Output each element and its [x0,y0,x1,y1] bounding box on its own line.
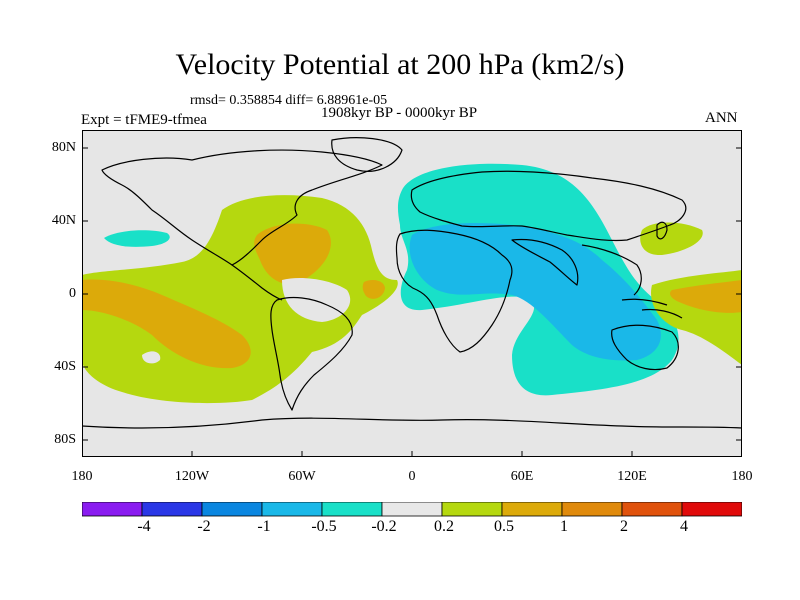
contour-pos-mid-atlantic [362,280,385,299]
coast-se-asia [581,244,642,296]
coast-greenland [331,137,403,172]
colorbar-label: 0.2 [434,518,454,535]
coast-africa [395,229,513,353]
contour-neg-pacific [104,230,170,247]
contour-neg-mid [409,223,661,361]
contour-pos-mid-pacific [82,279,251,369]
lon-label-120w: 120W [174,469,210,484]
colorbar-label: -0.2 [371,518,397,535]
colorbar-swatch [381,502,443,517]
coast-antarctica [82,417,742,429]
colorbar-label: 0.5 [494,518,514,535]
period-subtitle: 1908kyr BP - 0000kyr BP [321,105,478,121]
colorbar-swatch [561,502,623,517]
lat-label-80n: 80N [51,140,76,155]
colorbar [82,502,742,517]
colorbar-label: -0.5 [311,518,337,535]
colorbar-swatch [201,502,263,517]
colorbar-swatch [441,502,503,517]
lat-ticks [82,147,742,441]
coast-north-america [101,149,383,266]
colorbar-swatch [501,502,563,517]
coast-indonesia [621,298,683,319]
lon-label-60e: 60E [510,469,534,484]
contour-pos-mid-caribbean [254,223,331,285]
coast-europe [410,170,687,242]
colorbar-swatch [321,502,383,517]
coast-japan [656,221,668,240]
colorbar-label: 4 [680,518,688,535]
stats-subtitle: rmsd= 0.358854 diff= 6.88961e-05 [190,93,388,108]
colorbar-label: -4 [137,518,151,535]
season-label: ANN [705,110,738,126]
coast-australia [611,324,679,371]
coast-arabia-india [511,238,579,286]
lon-label-180e: 180 [731,469,753,484]
lon-label-120e: 120E [617,469,647,484]
contour-pos-mid-wpacific [670,280,742,313]
experiment-label: Expt = tFME9-tfmea [81,112,207,128]
contour-hole-pacific [142,351,161,364]
colorbar-label: 2 [620,518,628,535]
colorbar-swatch [261,502,323,517]
colorbar-label: -2 [197,518,211,535]
lon-label-60w: 60W [288,469,316,484]
coast-central-america [231,264,283,301]
plot-title: Velocity Potential at 200 hPa (km2/s) [175,48,625,81]
colorbar-swatch [681,502,742,517]
lon-label-0: 0 [408,469,416,484]
colorbar-swatch [141,502,203,517]
colorbar-label: 1 [560,518,568,535]
colorbar-swatch [82,502,143,517]
lat-label-40n: 40N [51,213,76,228]
lat-label-eq: 0 [69,286,76,301]
colorbar-swatch [621,502,683,517]
contour-hole-atlantic [282,278,351,322]
coast-south-america [270,296,353,411]
lon-ticks [191,451,633,457]
lon-label-180w: 180 [71,469,93,484]
velocity-potential-map [82,130,742,457]
lat-label-80s: 80S [54,432,76,447]
lat-label-40s: 40S [54,359,76,374]
colorbar-label: -1 [257,518,271,535]
coastlines [82,137,742,429]
